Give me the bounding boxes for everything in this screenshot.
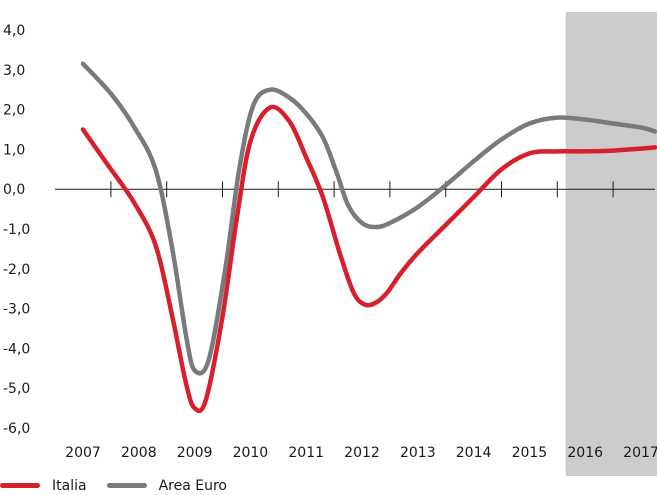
x-tick-label: 2014 <box>456 445 492 461</box>
x-tick-label: 2012 <box>344 445 380 461</box>
y-tick-label: -3,0 <box>3 302 30 318</box>
y-tick-label: 4,0 <box>3 23 25 39</box>
x-tick-label: 2010 <box>233 445 269 461</box>
legend-label-area-euro: Area Euro <box>158 477 227 494</box>
legend-item-italia: Italia <box>0 478 87 494</box>
x-tick-label: 2007 <box>65 445 101 461</box>
y-tick-label: 1,0 <box>3 142 25 158</box>
series-line-italia <box>80 104 657 414</box>
forecast-shaded-band-layer <box>565 12 657 476</box>
y-tick-label: -2,0 <box>3 262 30 278</box>
series-lines <box>80 61 657 414</box>
legend-label-italia: Italia <box>52 477 87 494</box>
y-tick-label: -1,0 <box>3 222 30 238</box>
y-tick-label: -5,0 <box>3 381 30 397</box>
x-axis-tick-labels: 2007 2008 2009 2010 2011 2012 2013 2014 2015 2016… <box>65 445 657 461</box>
x-tick-label: 2015 <box>512 445 548 461</box>
legend-swatch-area-euro <box>106 483 147 488</box>
y-tick-label: 0,0 <box>3 182 25 198</box>
x-tick-label: 2009 <box>177 445 213 461</box>
x-tick-label: 2011 <box>288 445 324 461</box>
legend-swatch-italia <box>0 483 40 488</box>
x-tick-label: 2013 <box>400 445 436 461</box>
forecast-shaded-band <box>565 12 657 476</box>
line-chart: 4,03,02,01,00,0-1,0-2,0-3,0-4,0-5,0-6,0 … <box>3 12 657 476</box>
legend-item-area-euro: Area Euro <box>106 477 227 494</box>
y-tick-label: -6,0 <box>3 421 30 437</box>
x-tick-label: 2016 <box>567 445 603 461</box>
y-tick-label: 2,0 <box>3 103 25 119</box>
x-tick-label: 2017 <box>623 445 657 461</box>
axis-layer <box>55 181 655 198</box>
x-tick-label: 2008 <box>121 445 157 461</box>
series-line-area-euro <box>80 61 657 376</box>
y-tick-label: -4,0 <box>3 341 30 357</box>
y-tick-label: 3,0 <box>3 63 25 79</box>
y-axis-tick-labels: 4,0 3,0 2,0 1,0 0,0 -1,0 -2,0 -3,0 -4,0 -5,0 -6,0 <box>3 23 30 437</box>
legend: Italia Area Euro <box>0 476 247 495</box>
